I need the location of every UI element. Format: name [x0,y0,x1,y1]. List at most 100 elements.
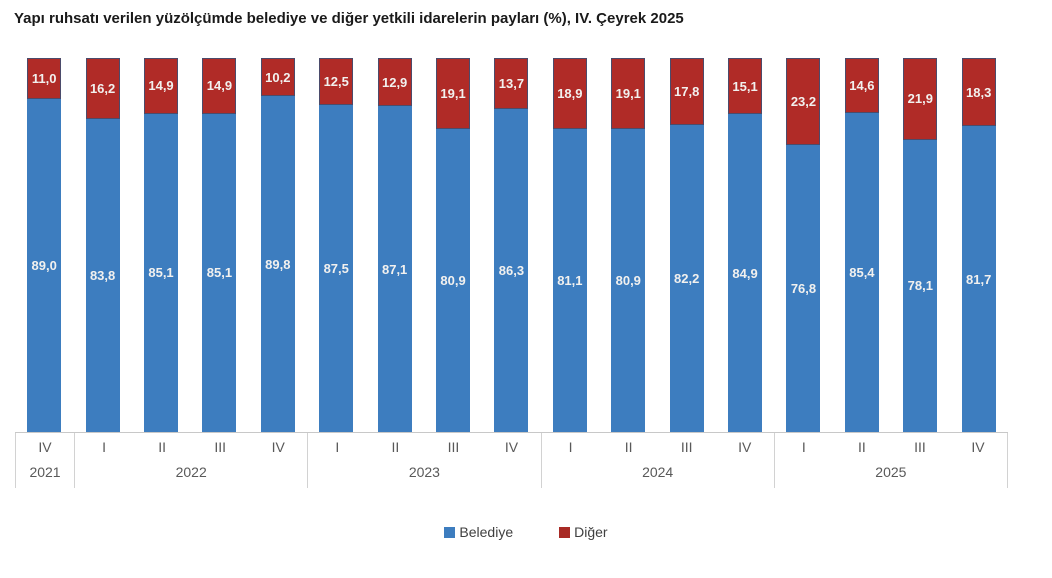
segment-diger: 18,3 [961,58,996,127]
value-label-belediye: 87,1 [381,261,408,277]
segment-diger: 10,2 [260,58,295,97]
segment-belediye: 87,5 [319,104,354,432]
quarter-tick-label: IV [504,438,519,455]
bar-column: 19,1 80,9 [599,58,657,432]
stacked-bar: 19,1 80,9 [611,58,646,432]
year-tick-label: 2023 [408,464,440,480]
value-label-belediye: 84,9 [732,265,758,281]
segment-belediye: 89,8 [260,96,295,432]
segment-diger: 12,5 [319,58,354,105]
quarter-tick-label: I [801,438,806,455]
segment-diger: 15,1 [728,58,763,115]
value-label-diger: 10,2 [265,69,291,85]
segment-belediye: 76,8 [786,144,821,432]
stacked-bar: 16,2 83,8 [85,58,120,432]
segment-belediye: 80,9 [436,129,471,432]
axis-year-group: I II III IV 2024 [540,433,774,488]
value-label-diger: 13,7 [498,76,525,92]
legend-label: Belediye [459,524,514,540]
stacked-bar: 15,1 84,9 [728,58,763,432]
value-label-belediye: 89,8 [265,256,291,272]
value-label-diger: 18,3 [966,84,992,100]
value-label-diger: 12,9 [381,74,408,90]
quarter-tick-label: II [624,438,633,455]
value-label-belediye: 82,2 [674,270,700,286]
bar-column: 16,2 83,8 [73,58,131,432]
value-label-belediye: 78,1 [907,278,933,294]
value-label-belediye: 85,1 [148,265,174,281]
stacked-bar: 11,0 89,0 [27,58,62,432]
value-label-belediye: 81,1 [557,272,583,288]
x-axis: IV 2021 I II III IV 2022 I II III IV 2023 I II III IV 20… [15,432,1008,488]
value-label-belediye: 85,4 [849,264,875,280]
value-label-diger: 14,9 [206,78,233,94]
quarter-tick-label: IV [38,438,52,455]
segment-diger: 13,7 [494,58,529,110]
quarter-tick-label: II [857,438,866,455]
value-label-diger: 14,9 [148,78,174,94]
segment-diger: 12,9 [377,58,412,107]
axis-year-group: IV 2021 [15,433,74,488]
value-label-belediye: 85,1 [206,265,233,281]
quarter-tick-label: II [391,438,400,455]
segment-belediye: 85,1 [202,113,237,432]
stacked-bar: 23,2 76,8 [786,58,821,432]
segment-diger: 19,1 [436,58,471,130]
quarter-tick-label: III [214,438,227,455]
quarter-tick-label: II [158,438,167,455]
bar-column: 18,3 81,7 [950,58,1008,432]
bar-column: 15,1 84,9 [716,58,774,432]
stacked-bar: 14,9 85,1 [144,58,179,432]
quarter-tick-label: III [914,438,926,455]
quarter-tick-label: I [568,438,573,455]
quarter-tick-label: IV [971,438,985,455]
bar-column: 14,6 85,4 [833,58,891,432]
bar-column: 10,2 89,8 [249,58,307,432]
value-label-belediye: 83,8 [89,267,116,283]
stacked-bar: 14,6 85,4 [844,58,879,432]
bar-column: 18,9 81,1 [541,58,599,432]
value-label-belediye: 76,8 [790,280,817,296]
value-label-belediye: 80,9 [615,273,641,289]
segment-belediye: 80,9 [611,129,646,432]
value-label-diger: 15,1 [732,78,758,94]
stacked-bar: 18,3 81,7 [961,58,996,432]
quarter-labels-row: IV [16,433,74,460]
quarter-labels-row: I II III IV [75,433,307,460]
year-tick-label: 2022 [175,464,207,480]
legend-label: Diğer [574,524,608,540]
value-label-diger: 16,2 [89,80,116,96]
segment-diger: 14,9 [144,58,179,114]
value-label-diger: 18,9 [557,85,583,101]
bar-column: 17,8 82,2 [657,58,715,432]
value-label-diger: 12,5 [323,73,349,89]
segment-belediye: 86,3 [494,109,529,432]
stacked-bar: 21,9 78,1 [903,58,938,432]
value-label-diger: 17,8 [674,83,700,99]
quarter-tick-label: I [335,438,340,455]
quarter-tick-label: IV [271,438,285,455]
quarter-labels-row: I II III IV [308,433,540,460]
legend-item: Belediye [444,524,513,540]
value-label-diger: 14,6 [849,77,875,93]
segment-belediye: 78,1 [903,139,938,432]
quarter-tick-label: I [102,438,107,455]
segment-belediye: 87,1 [377,106,412,432]
segment-diger: 23,2 [786,58,821,145]
stacked-bar: 10,2 89,8 [260,58,295,432]
bar-column: 14,9 85,1 [132,58,190,432]
value-label-diger: 23,2 [790,93,817,109]
segment-diger: 16,2 [85,58,120,119]
segment-diger: 14,6 [844,58,879,113]
value-label-diger: 21,9 [907,91,933,107]
segment-belediye: 84,9 [728,114,763,432]
value-label-belediye: 81,7 [966,271,992,287]
bar-column: 12,9 87,1 [365,58,423,432]
legend: Belediye Diğer [0,524,1052,540]
bar-column: 23,2 76,8 [774,58,832,432]
value-label-diger: 11,0 [31,71,57,87]
value-label-belediye: 89,0 [31,258,57,274]
segment-diger: 21,9 [903,58,938,140]
chart-title: Yapı ruhsatı verilen yüzölçümde belediye… [14,10,684,27]
